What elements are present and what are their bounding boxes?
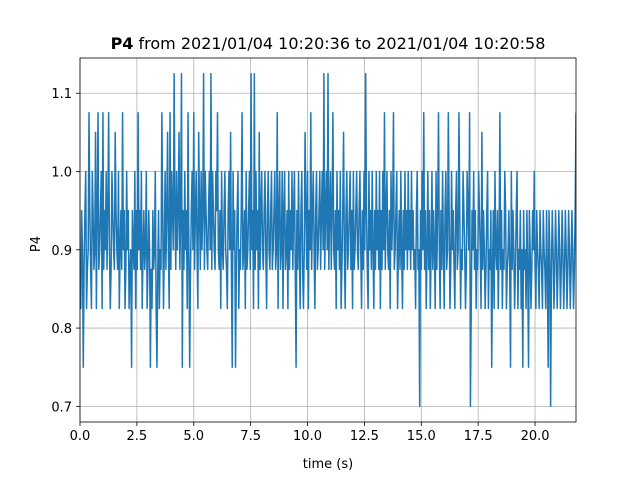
y-tick-label: 0.8	[51, 322, 72, 337]
x-tick-label: 7.5	[240, 429, 261, 444]
x-tick-label: 17.5	[464, 429, 493, 444]
y-tick-label: 1.1	[51, 87, 72, 102]
series-line-p4	[80, 72, 576, 408]
x-tick-label: 10.0	[293, 429, 322, 444]
x-tick-label: 12.5	[350, 429, 379, 444]
x-tick-label: 2.5	[127, 429, 148, 444]
y-tick-label: 1.0	[51, 166, 72, 181]
x-tick-label: 5.0	[183, 429, 204, 444]
x-tick-label: 0.0	[70, 429, 91, 444]
series-layer	[80, 72, 576, 408]
y-axis-ticks: 0.7 0.8 0.9 1.0 1.1	[51, 87, 80, 415]
chart-title-rest: from 2021/01/04 10:20:36 to 2021/01/04 1…	[133, 34, 545, 53]
x-tick-label: 20.0	[521, 429, 550, 444]
y-tick-label: 0.7	[51, 400, 72, 415]
x-tick-label: 15.0	[407, 429, 436, 444]
axes-frame	[79, 57, 577, 423]
chart-title: P4 from 2021/01/04 10:20:36 to 2021/01/0…	[111, 34, 546, 53]
y-tick-label: 0.9	[51, 244, 72, 259]
x-axis-label: time (s)	[303, 457, 353, 472]
y-axis-label: P4	[29, 236, 44, 252]
x-axis-ticks: 0.0 2.5 5.0 7.5 10.0 12.5 15.0 17.5 20.0	[70, 422, 550, 444]
chart-title-bold: P4	[111, 34, 134, 53]
